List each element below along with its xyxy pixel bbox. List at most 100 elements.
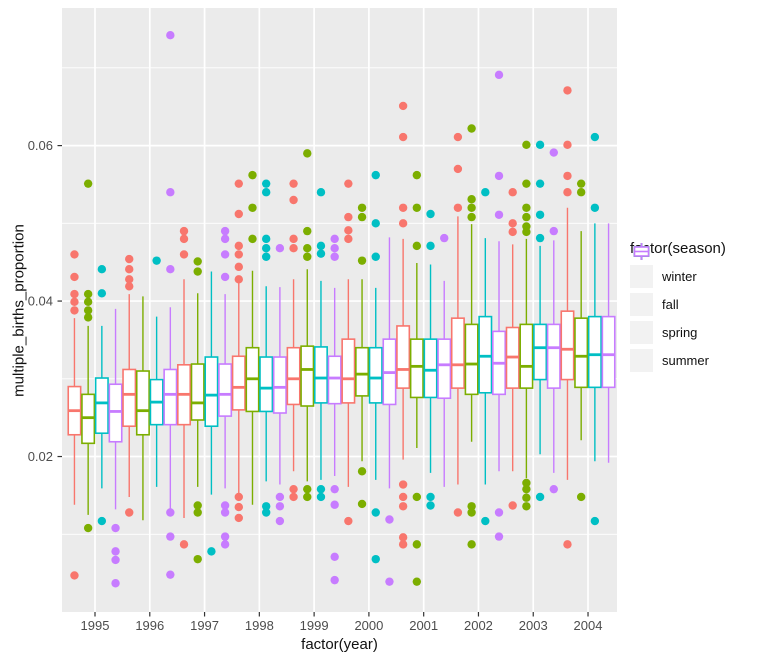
outlier-2001-winter (398, 101, 408, 111)
legend-key-summer-boxplot-icon (630, 243, 653, 372)
outlier-2000-winter (344, 179, 353, 188)
box-2001-fall (409, 338, 424, 399)
x-tick-label: 2001 (409, 618, 438, 633)
box-2001-summer (437, 338, 452, 400)
outlier-2003-fall (522, 227, 531, 237)
outlier-1996-spring (152, 256, 161, 265)
outlier-2004-winter (563, 171, 572, 181)
outlier-2003-summer (549, 484, 558, 494)
outlier-1999-fall (303, 226, 312, 236)
outlier-2002-summer (494, 171, 504, 181)
outlier-2001-fall (412, 170, 422, 180)
outlier-2001-winter (398, 502, 408, 511)
legend-label-fall: fall (662, 297, 679, 312)
outlier-2000-summer (385, 577, 394, 586)
outlier-1995-winter (70, 306, 79, 315)
outlier-1999-summer (330, 484, 339, 494)
legend-items: winter fall spring summer (630, 243, 766, 372)
box-2002-fall (464, 323, 479, 396)
outlier-1995-summer (111, 523, 120, 533)
outlier-1997-summer (220, 250, 230, 259)
outlier-2003-fall (522, 212, 531, 222)
outlier-2000-winter (344, 516, 353, 526)
outlier-2003-winter (508, 227, 517, 237)
outlier-1998-winter (234, 275, 243, 284)
outlier-2004-winter (563, 188, 572, 197)
legend-item-fall: fall (630, 243, 766, 316)
outlier-2001-fall (412, 540, 422, 549)
outlier-1997-winter (179, 234, 189, 244)
x-tick-label: 1995 (81, 618, 110, 633)
outlier-2003-spring (535, 492, 545, 502)
outlier-2000-winter (344, 234, 353, 244)
outlier-1996-winter (125, 282, 134, 291)
outlier-1997-fall (193, 501, 202, 510)
outlier-1997-summer (220, 272, 230, 282)
box-2004-summer (601, 315, 616, 389)
outlier-1999-spring (316, 484, 326, 494)
outlier-1998-winter (234, 179, 243, 188)
outlier-2001-spring (426, 501, 435, 510)
outlier-1998-winter (234, 250, 243, 259)
outlier-1997-fall (193, 554, 202, 564)
box-1999-fall (300, 345, 315, 407)
outlier-1996-summer (166, 508, 175, 517)
outlier-1998-winter (234, 502, 243, 512)
outlier-2000-winter (344, 212, 353, 222)
outlier-1995-winter (70, 297, 79, 307)
box-1996-winter (122, 368, 137, 428)
outlier-2004-winter (563, 140, 572, 150)
outlier-2004-fall (576, 179, 586, 188)
outlier-1999-winter (289, 492, 298, 502)
outlier-2000-fall (357, 467, 367, 476)
outlier-2003-fall (522, 502, 531, 511)
outlier-2001-winter (398, 540, 408, 549)
outlier-1996-winter (125, 508, 134, 517)
outlier-2002-summer (494, 70, 504, 80)
legend-key-fall-boxplot-icon (630, 243, 653, 316)
outlier-1999-summer (330, 575, 339, 585)
outlier-2003-spring (535, 233, 545, 243)
outlier-2000-spring (371, 170, 380, 180)
outlier-2001-winter (398, 132, 408, 142)
box-1997-fall (190, 363, 205, 421)
outlier-1996-winter (125, 275, 134, 284)
box-2001-winter (396, 325, 411, 389)
legend-key-winter-boxplot-icon (630, 243, 653, 288)
outlier-2000-spring (371, 554, 380, 564)
outlier-1995-summer (111, 555, 120, 565)
outlier-1995-fall (83, 306, 93, 315)
outlier-1998-spring (261, 234, 271, 244)
outlier-1999-spring (316, 492, 326, 502)
outlier-2003-spring (535, 179, 545, 188)
box-2004-spring (587, 315, 602, 389)
outlier-2002-winter (453, 203, 463, 212)
x-tick-label: 1997 (190, 618, 219, 633)
outlier-1999-winter (289, 234, 298, 244)
outlier-1998-spring (261, 252, 271, 261)
outlier-2000-fall (357, 499, 367, 509)
outlier-1995-fall (83, 297, 93, 307)
outlier-1995-summer (111, 579, 120, 588)
x-tick-label: 2000 (354, 618, 383, 633)
outlier-1999-winter (289, 179, 298, 188)
outlier-1997-winter (179, 540, 189, 549)
x-tick-label: 1998 (245, 618, 274, 633)
outlier-1997-winter (179, 250, 189, 259)
box-1999-summer (327, 355, 342, 405)
outlier-2003-summer (549, 226, 558, 236)
outlier-2001-winter (398, 492, 408, 502)
outlier-2004-winter (563, 86, 572, 95)
outlier-1998-fall (248, 170, 257, 180)
legend-key-spring-boxplot-icon (630, 243, 653, 344)
box-2000-winter (341, 338, 356, 404)
outlier-2004-winter (563, 540, 572, 549)
box-1998-spring (259, 356, 274, 413)
outlier-1995-fall (83, 313, 93, 322)
outlier-2002-fall (467, 508, 476, 517)
box-1998-winter (231, 355, 246, 411)
outlier-1999-winter (289, 244, 298, 253)
outlier-1997-spring (207, 547, 216, 556)
outlier-2003-fall (522, 478, 531, 488)
